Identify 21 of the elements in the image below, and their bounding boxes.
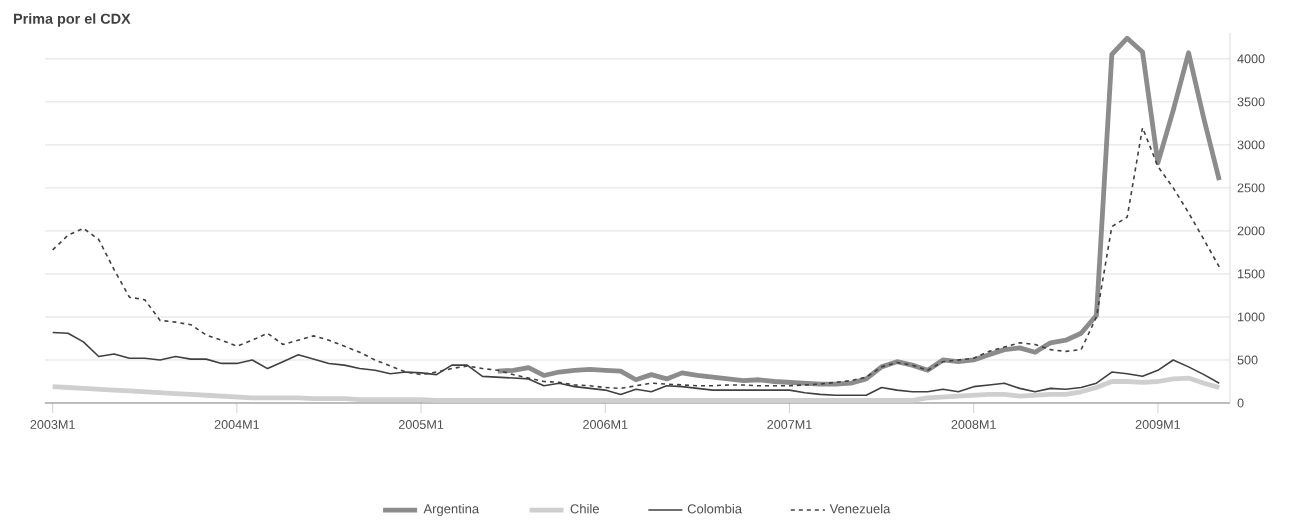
legend-label: Colombia — [687, 503, 743, 514]
chart-title: Prima por el CDX — [14, 13, 131, 27]
y-tick-label: 1500 — [1238, 269, 1265, 279]
x-tick-label: 2007M1 — [767, 420, 812, 429]
y-tick-label: 0 — [1237, 398, 1244, 408]
y-tick-label: 2000 — [1237, 226, 1265, 236]
legend-label: Venezuela — [829, 503, 891, 514]
y-tick-label: 3500 — [1237, 97, 1265, 107]
x-tick-label: 2005M1 — [398, 420, 444, 429]
legend-label: Argentina — [423, 503, 480, 516]
y-tick-label: 4000 — [1237, 54, 1265, 64]
y-tick-label: 2500 — [1237, 183, 1265, 193]
legend-label: Chile — [570, 503, 599, 514]
x-tick-label: 2006M1 — [583, 420, 628, 429]
x-tick-label: 2009M1 — [1135, 420, 1181, 429]
x-tick-label: 2003M1 — [30, 420, 75, 429]
x-tick-label: 2004M1 — [214, 420, 259, 429]
y-tick-label: 3000 — [1237, 140, 1265, 150]
y-tick-label: 1000 — [1238, 312, 1265, 322]
x-tick-label: 2008M1 — [951, 420, 996, 429]
y-tick-label: 500 — [1237, 355, 1258, 365]
